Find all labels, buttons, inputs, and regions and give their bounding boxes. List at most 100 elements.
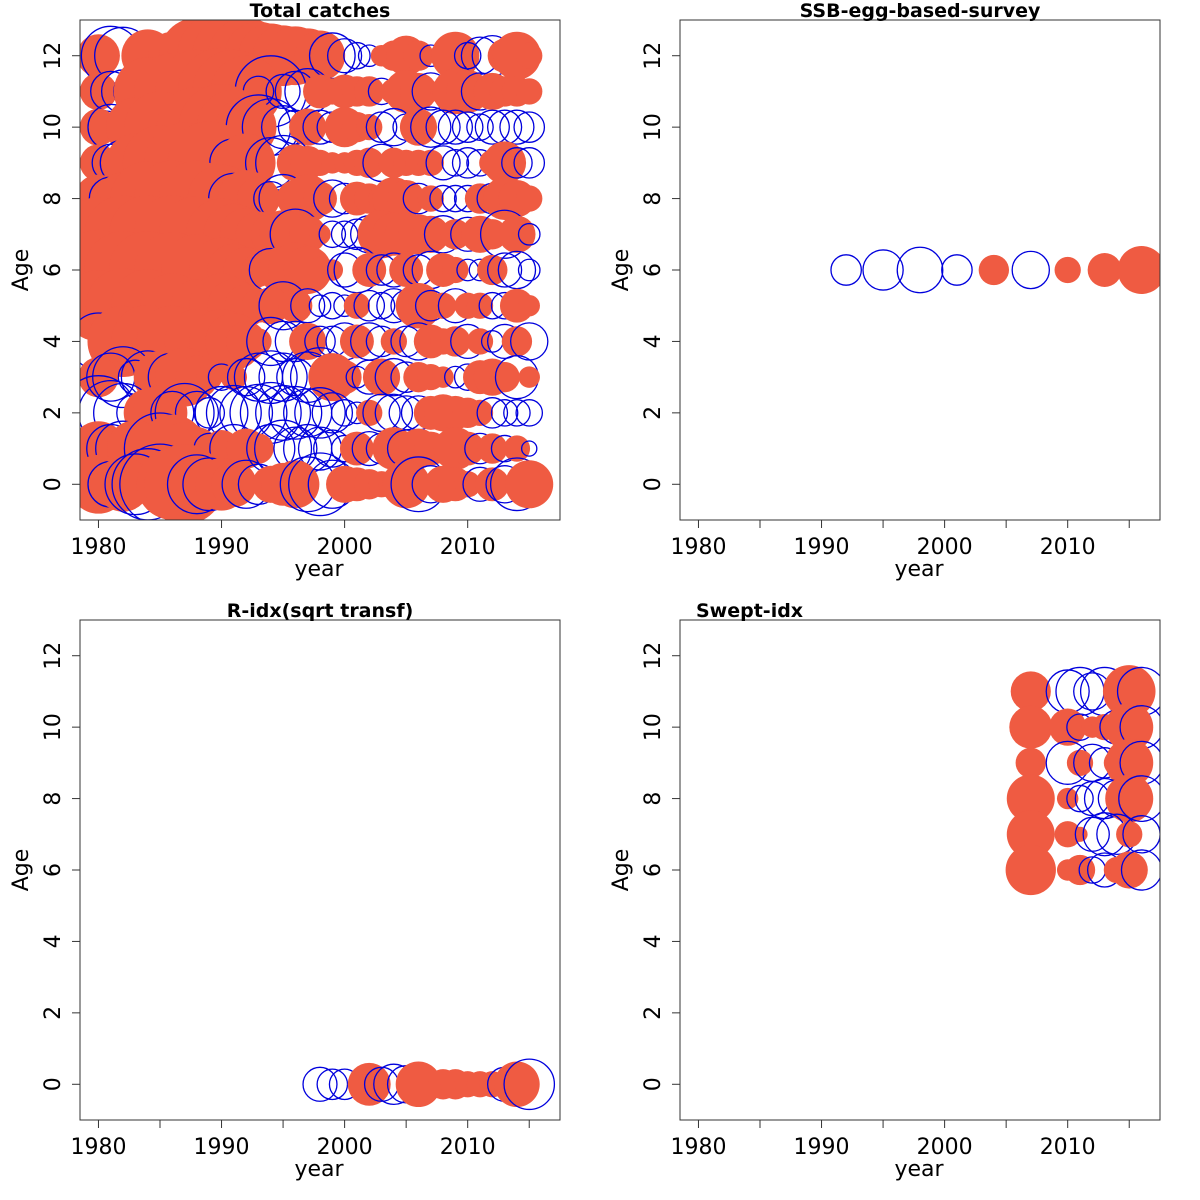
bubble-negative	[830, 254, 862, 286]
bubbles	[80, 20, 554, 520]
bubble-negative	[503, 1058, 556, 1111]
bubble-positive	[466, 399, 494, 427]
x-axis-label: year	[294, 557, 344, 582]
y-tick-label: 6	[641, 263, 666, 277]
x-tick-label: 2000	[917, 535, 973, 560]
x-tick-label: 1990	[794, 1135, 850, 1160]
bubble-positive	[505, 460, 554, 509]
y-tick-label: 6	[41, 263, 66, 277]
x-axis-label: year	[894, 1157, 944, 1182]
y-tick-label: 10	[41, 713, 66, 741]
bubble-negative	[1118, 775, 1160, 822]
bubble-positive	[518, 294, 540, 317]
y-tick-label: 2	[41, 1006, 66, 1020]
bubble-positive	[440, 326, 471, 357]
y-axis-label: Age	[9, 849, 34, 892]
y-tick-label: 6	[41, 863, 66, 877]
bubble-positive	[489, 361, 520, 393]
bubble-negative	[515, 399, 544, 427]
bubble-positive	[1015, 747, 1046, 779]
bubble-positive	[475, 467, 510, 502]
panel-2: SSB-egg-based-survey 1980 1990 2000 2010 0 2 4 6…	[609, 0, 1161, 582]
x-tick-label: 2000	[317, 535, 373, 560]
y-tick-label: 8	[641, 192, 666, 206]
bubble-negative	[290, 288, 326, 324]
bubble-positive	[431, 31, 480, 80]
bubble-positive	[354, 76, 385, 107]
bubble-positive	[503, 435, 531, 462]
bubble-positive	[1116, 821, 1143, 848]
bubble-positive	[1049, 708, 1087, 746]
bubble-positive	[80, 357, 119, 398]
bubble-positive	[518, 366, 540, 388]
bubble-negative	[476, 397, 509, 429]
bubble-positive	[1102, 665, 1156, 718]
bubble-positive	[1054, 256, 1081, 284]
y-tick-label: 12	[41, 642, 66, 670]
bubble-negative	[258, 352, 308, 402]
bubble-positive	[278, 288, 313, 323]
bubble-positive	[289, 108, 327, 146]
bubble-positive	[477, 433, 508, 464]
bubble-negative	[1122, 815, 1160, 854]
bubble-negative	[353, 289, 386, 322]
panel-3: R-idx(sqrt transf) 1980 1990 2000 2010 0 2 4 6 8 1…	[9, 600, 561, 1182]
x-tick-label: 1980	[670, 535, 726, 560]
bubble-positive	[1009, 705, 1053, 749]
bubble-negative	[1045, 669, 1090, 714]
bubble-positive	[243, 147, 274, 179]
bubble-negative	[474, 109, 510, 145]
bubble-negative	[311, 392, 354, 434]
bubble-negative	[520, 440, 538, 457]
bubble-positive	[95, 456, 151, 512]
bubble-positive	[432, 366, 454, 388]
bubble-positive	[1064, 854, 1096, 886]
y-tick-label: 8	[41, 192, 66, 206]
bubble-negative	[941, 254, 973, 286]
bubbles	[1005, 665, 1160, 896]
bubble-positive	[245, 328, 272, 355]
x-tick-label: 1980	[70, 535, 126, 560]
bubble-positive	[1105, 703, 1154, 752]
bubble-negative	[513, 111, 546, 143]
bubble-negative	[497, 250, 537, 290]
bubble-positive	[389, 253, 424, 287]
bubble-negative	[343, 41, 371, 70]
bubble-negative	[517, 258, 541, 282]
bubble-negative	[243, 350, 298, 405]
bubble-positive	[271, 460, 320, 509]
bubble-positive	[450, 431, 485, 466]
panel-4: Swept-idx 1980 1990 2000 2010 0 2 4 6 8 10 12 year Ag…	[609, 600, 1161, 1182]
y-tick-label: 12	[641, 42, 666, 70]
bubble-positive	[483, 141, 527, 185]
y-axis-label: Age	[609, 849, 634, 892]
bubble-negative	[265, 73, 301, 110]
bubble-negative	[466, 113, 494, 141]
x-tick-label: 1990	[194, 535, 250, 560]
bubble-negative	[517, 222, 541, 246]
bubble-positive	[494, 1061, 540, 1108]
bubble-negative	[441, 149, 470, 177]
panel-title: Total catches	[250, 0, 391, 22]
bubble-negative	[318, 220, 347, 249]
bubble-negative	[425, 145, 461, 181]
y-tick-label: 4	[641, 934, 666, 948]
bubble-positive	[347, 1062, 391, 1106]
bubble-positive	[1054, 821, 1081, 848]
bubble-positive	[339, 431, 374, 466]
x-tick-label: 2000	[917, 1135, 973, 1160]
bubble-positive	[1066, 749, 1094, 777]
bubble-negative	[1011, 250, 1051, 290]
bubble-negative	[308, 294, 332, 318]
bubble-positive	[516, 42, 543, 69]
y-tick-label: 0	[41, 477, 66, 491]
bubble-negative	[441, 184, 470, 213]
x-tick-label: 1990	[194, 1135, 250, 1160]
x-tick-label: 2010	[1040, 535, 1096, 560]
bubble-positive	[516, 185, 543, 212]
bubble-positive	[429, 292, 457, 319]
bubble-negative	[268, 385, 323, 440]
panel-1: Total catches 1980 1990 2000 2010 0 2 4 6 8 10 12 ye…	[9, 0, 561, 582]
bubble-positive	[1056, 787, 1079, 810]
bubble-negative	[294, 387, 346, 439]
